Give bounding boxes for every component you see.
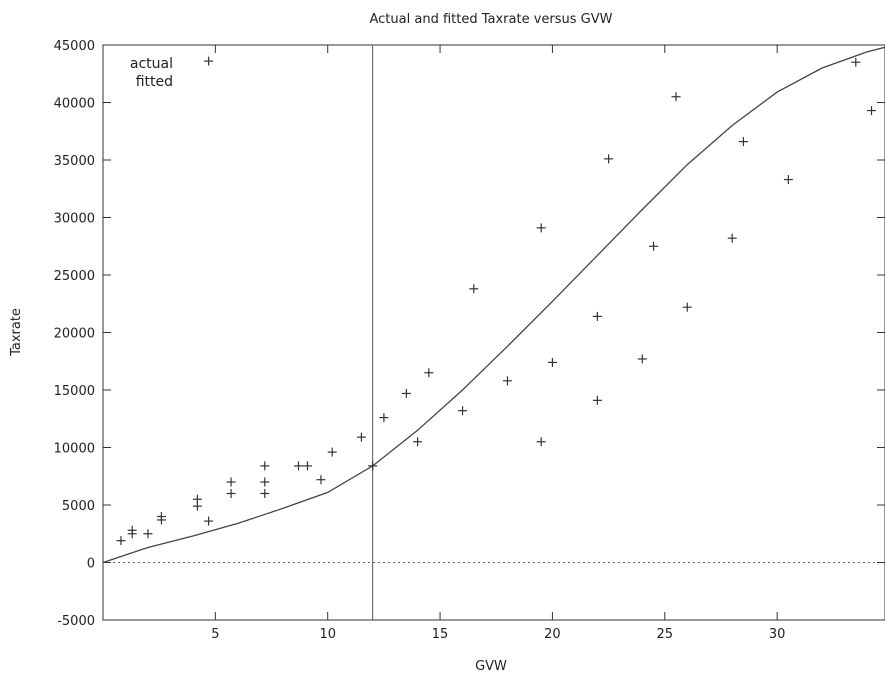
actual-points — [116, 56, 877, 546]
legend-entry-fitted: fitted — [136, 74, 173, 90]
data-point — [783, 175, 793, 185]
data-point — [649, 241, 659, 251]
data-point — [536, 437, 546, 447]
data-point — [379, 413, 389, 423]
y-axis-ticks: -5000 0 5000 10000 15000 20000 25000 30000 35000… — [54, 39, 885, 629]
data-point — [143, 529, 153, 539]
data-point — [458, 406, 468, 416]
data-point — [727, 233, 737, 243]
data-point — [316, 475, 326, 485]
fitted-curve — [102, 46, 885, 564]
y-tick-label: 5000 — [62, 499, 95, 514]
data-point — [260, 461, 270, 471]
y-tick-label: 0 — [87, 557, 95, 572]
y-tick-label: 25000 — [54, 269, 95, 284]
y-tick-label: 15000 — [54, 384, 95, 399]
data-point — [547, 357, 557, 367]
y-tick-label: 40000 — [54, 97, 95, 112]
x-axis-label: GVW — [475, 659, 507, 674]
data-point — [413, 437, 423, 447]
x-tick-label: 15 — [432, 627, 449, 642]
data-point — [536, 223, 546, 233]
data-point — [226, 477, 236, 487]
data-point — [327, 447, 337, 457]
y-tick-label: 35000 — [54, 154, 95, 169]
x-axis-ticks: 5 10 15 20 25 30 — [211, 45, 785, 642]
x-tick-label: 30 — [769, 627, 786, 642]
x-tick-label: 5 — [211, 627, 219, 642]
data-point — [204, 516, 214, 526]
data-point — [156, 512, 166, 521]
data-point — [192, 494, 202, 504]
chart-title: Actual and fitted Taxrate versus GVW — [370, 12, 613, 27]
data-point — [424, 368, 434, 378]
data-point — [592, 311, 602, 321]
data-point — [592, 395, 602, 405]
data-point — [867, 106, 877, 116]
data-point — [637, 354, 647, 364]
data-point — [682, 302, 692, 312]
y-tick-label: -5000 — [57, 614, 95, 629]
data-point — [226, 489, 236, 498]
y-axis-label: Taxrate — [9, 308, 24, 357]
data-point — [502, 376, 512, 386]
data-point — [127, 525, 137, 535]
data-point — [204, 56, 214, 66]
data-point — [260, 477, 270, 487]
data-point — [302, 461, 312, 471]
data-point — [671, 92, 681, 102]
y-tick-label: 10000 — [54, 442, 95, 457]
x-tick-label: 20 — [544, 627, 561, 642]
data-point — [294, 461, 303, 471]
data-point — [604, 154, 614, 164]
y-tick-label: 20000 — [54, 327, 95, 342]
data-point — [116, 536, 126, 546]
data-point — [401, 388, 411, 398]
y-tick-label: 30000 — [54, 212, 95, 227]
legend-entry-actual: actual — [130, 56, 173, 72]
plot-frame — [102, 44, 885, 621]
data-point — [356, 432, 366, 442]
data-point — [851, 57, 861, 67]
data-point — [260, 489, 270, 498]
data-point — [738, 137, 748, 147]
legend: actual fitted — [130, 56, 173, 90]
data-point — [368, 461, 378, 471]
x-tick-label: 25 — [657, 627, 674, 642]
x-tick-label: 10 — [319, 627, 336, 642]
y-tick-label: 45000 — [54, 39, 95, 54]
data-point — [469, 284, 479, 294]
